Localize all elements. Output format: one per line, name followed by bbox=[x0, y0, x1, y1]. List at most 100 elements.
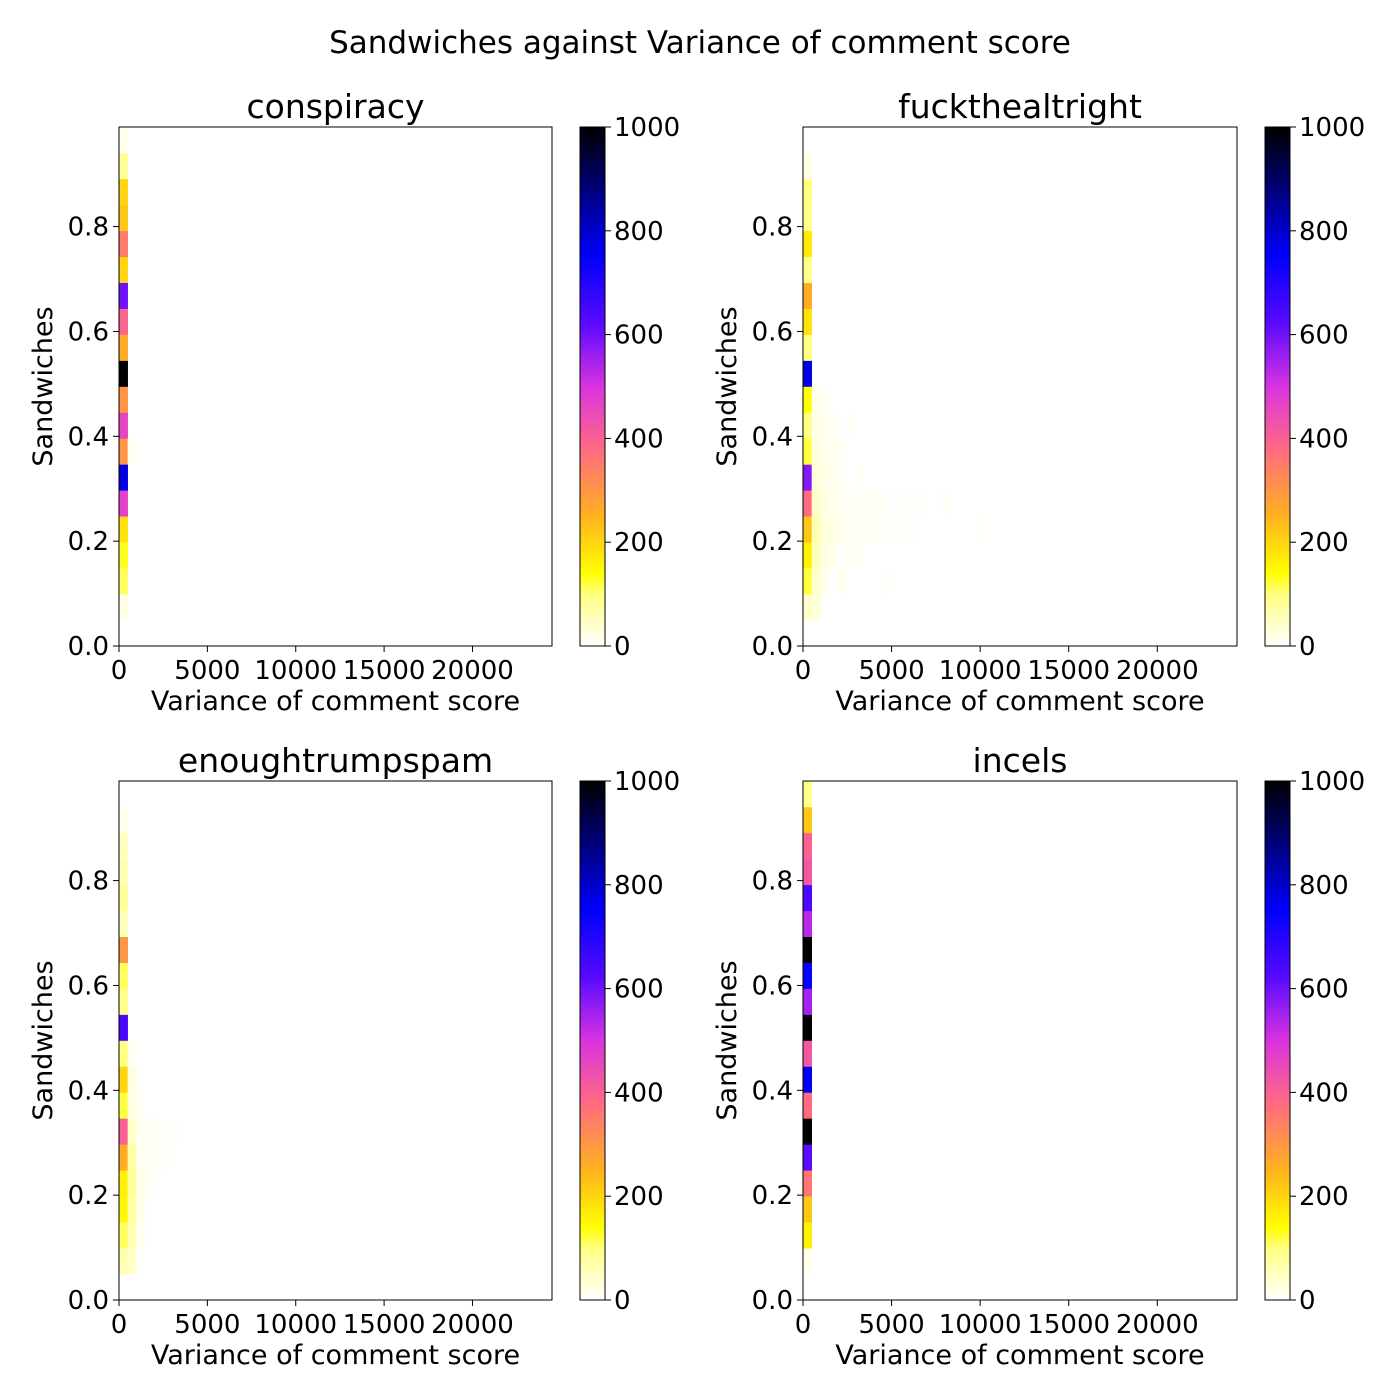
heatmap-cell bbox=[811, 490, 821, 517]
heatmap-cell bbox=[811, 594, 821, 621]
heatmap-cell bbox=[820, 386, 830, 413]
heatmap-cell bbox=[803, 464, 812, 491]
heatmap-cell bbox=[811, 516, 821, 543]
heatmap-cell bbox=[803, 988, 812, 1015]
heatmap-cell bbox=[803, 412, 812, 439]
x-tick-label: 5000 bbox=[858, 656, 924, 686]
heatmap-cell bbox=[803, 360, 812, 387]
heatmap-cell bbox=[119, 308, 128, 335]
y-tick-label: 0.2 bbox=[68, 527, 109, 557]
y-tick-label: 0.6 bbox=[752, 971, 793, 1001]
heatmap-cell bbox=[127, 1248, 137, 1275]
x-tick-label: 0 bbox=[795, 656, 812, 686]
heatmap-cell bbox=[881, 516, 891, 543]
x-tick-label: 0 bbox=[111, 1310, 128, 1340]
x-tick-label: 10000 bbox=[939, 1310, 1022, 1340]
y-axis-label: Sandwiches bbox=[712, 960, 743, 1120]
heatmap-cell bbox=[881, 490, 891, 517]
heatmap-cell bbox=[119, 806, 128, 834]
heatmap-cell bbox=[803, 386, 812, 413]
heatmap-cell bbox=[915, 490, 925, 517]
heatmap-cell bbox=[127, 1196, 137, 1223]
heatmap-cells bbox=[803, 152, 986, 621]
colorbar-tick-label: 400 bbox=[1299, 1078, 1349, 1108]
axes-frame bbox=[802, 126, 1238, 647]
heatmap-cell bbox=[119, 568, 128, 595]
y-axis-label: Sandwiches bbox=[28, 960, 59, 1120]
heatmap-cell bbox=[811, 568, 821, 595]
heatmap-cell bbox=[144, 1144, 154, 1171]
colorbar-tick-label: 0 bbox=[1299, 632, 1316, 662]
axes-frame bbox=[118, 126, 553, 647]
colorbar-tick-label: 600 bbox=[614, 975, 664, 1005]
colorbar-tick-label: 800 bbox=[614, 217, 664, 247]
colorbar-tick-label: 0 bbox=[614, 1286, 631, 1316]
y-tick-label: 0.4 bbox=[752, 422, 793, 452]
heatmap-cell bbox=[837, 516, 847, 543]
heatmap-cell bbox=[803, 308, 812, 335]
x-tick-label: 20000 bbox=[1116, 1310, 1199, 1340]
axes-frame bbox=[802, 780, 1238, 1301]
y-tick-label: 0.8 bbox=[752, 213, 793, 243]
heatmap-cell bbox=[829, 412, 839, 439]
y-tick-label: 0.0 bbox=[68, 1286, 109, 1316]
colorbar-tick-label: 800 bbox=[614, 871, 664, 901]
colorbar-tick-label: 1000 bbox=[614, 113, 680, 143]
heatmap-cell bbox=[803, 1014, 812, 1041]
y-tick-label: 0.8 bbox=[68, 867, 109, 897]
heatmap-cell bbox=[803, 806, 812, 834]
heatmap-cell bbox=[803, 334, 812, 361]
heatmap-cell bbox=[119, 936, 128, 963]
heatmap-cells bbox=[119, 806, 180, 1275]
heatmap-cell bbox=[803, 1222, 812, 1249]
x-axis-label: Variance of comment score bbox=[835, 1340, 1204, 1371]
heatmap-cell bbox=[803, 1144, 812, 1171]
heatmap-cell bbox=[119, 962, 128, 989]
heatmap-cell bbox=[803, 962, 812, 989]
heatmap-cell bbox=[820, 568, 830, 595]
y-tick-label: 0.2 bbox=[68, 1181, 109, 1211]
colorbar-tick-label: 200 bbox=[614, 528, 664, 558]
heatmap-cell bbox=[127, 438, 137, 465]
heatmap-cell bbox=[119, 910, 128, 937]
heatmap-cell bbox=[136, 1170, 146, 1197]
x-tick-label: 10000 bbox=[254, 656, 337, 686]
heatmap-cell bbox=[119, 360, 128, 387]
heatmap-cell bbox=[119, 152, 128, 180]
heatmap-cell bbox=[119, 1196, 128, 1223]
heatmap-cell bbox=[820, 516, 830, 543]
heatmap-cell bbox=[846, 412, 856, 439]
heatmap-cell bbox=[863, 516, 873, 543]
y-tick-label: 0.6 bbox=[68, 971, 109, 1001]
heatmap-cell bbox=[127, 1144, 137, 1171]
y-tick-label: 0.4 bbox=[68, 422, 109, 452]
heatmap-cell bbox=[898, 490, 908, 517]
heatmap-cell bbox=[144, 1118, 154, 1145]
heatmap-cell bbox=[803, 1196, 812, 1223]
heatmap-cell bbox=[803, 594, 812, 621]
heatmap-cell bbox=[803, 781, 812, 808]
colorbar-tick-label: 800 bbox=[1299, 217, 1349, 247]
heatmap-cell bbox=[119, 594, 128, 621]
heatmap-cell bbox=[119, 438, 128, 465]
colorbar-tick-label: 1000 bbox=[1299, 113, 1365, 143]
heatmap-cell bbox=[837, 568, 847, 595]
heatmap-cell bbox=[803, 884, 812, 912]
colorbar-tick-label: 600 bbox=[614, 321, 664, 351]
x-tick-label: 5000 bbox=[174, 656, 240, 686]
x-axis-label: Variance of comment score bbox=[151, 1340, 520, 1371]
colorbar-tick-label: 200 bbox=[1299, 528, 1349, 558]
heatmap-cell bbox=[846, 490, 856, 517]
colorbar bbox=[1264, 126, 1291, 647]
heatmap-cell bbox=[855, 516, 865, 543]
colorbar-tick-label: 200 bbox=[614, 1182, 664, 1212]
heatmap-cell bbox=[153, 1144, 163, 1171]
heatmap-cells bbox=[803, 781, 812, 1275]
heatmap-cell bbox=[803, 282, 812, 309]
heatmap-cell bbox=[144, 1170, 154, 1197]
heatmap-cell bbox=[119, 884, 128, 912]
heatmap-cell bbox=[803, 1248, 812, 1275]
heatmap-cell bbox=[811, 438, 821, 465]
